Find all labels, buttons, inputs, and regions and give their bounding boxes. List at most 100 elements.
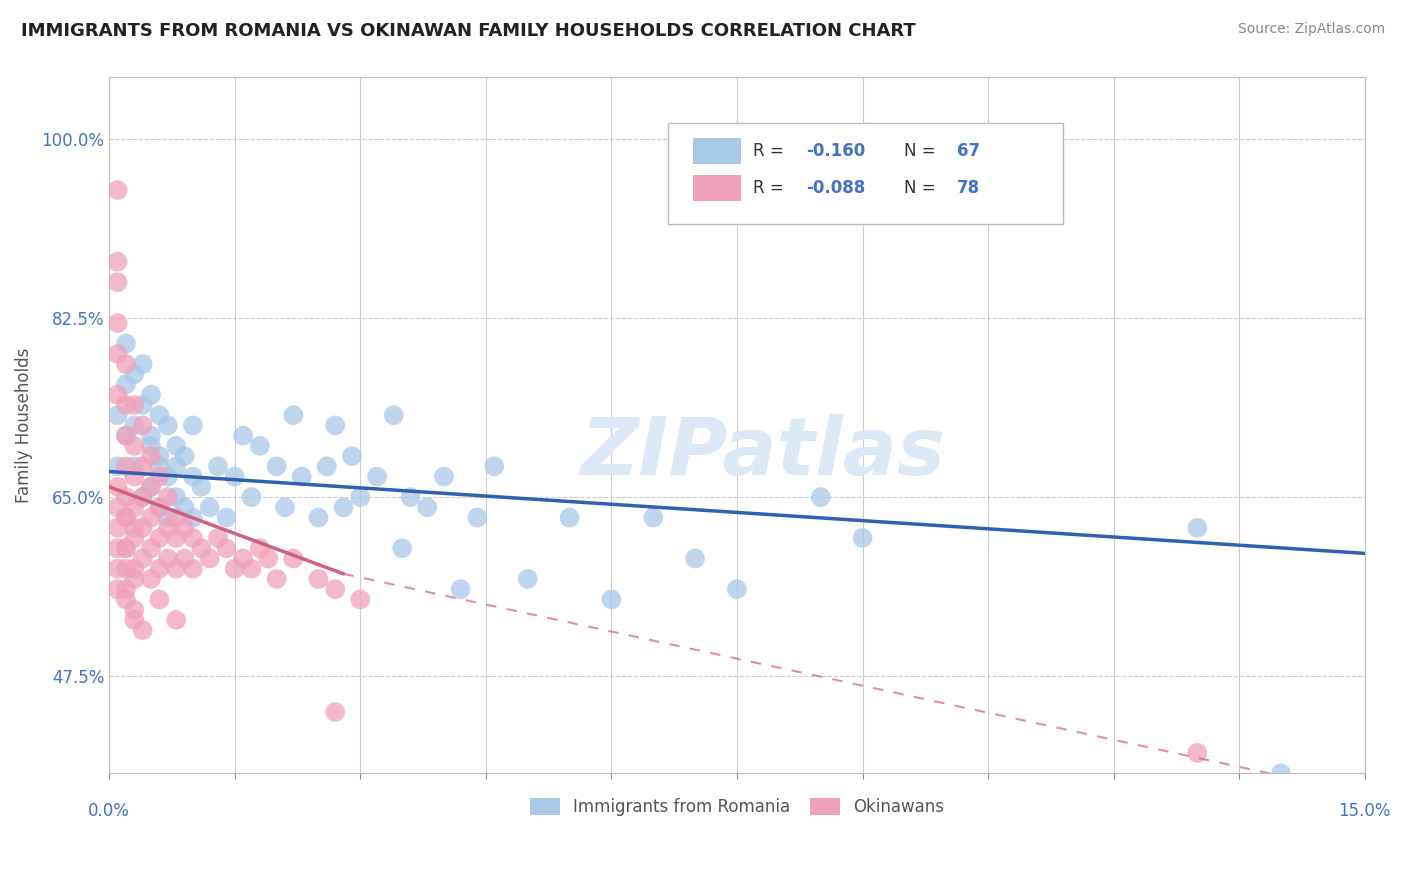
- Point: [148, 408, 170, 422]
- Point: [181, 469, 204, 483]
- Point: [107, 480, 129, 494]
- Y-axis label: Family Households: Family Households: [15, 348, 32, 503]
- Point: [131, 551, 153, 566]
- Point: [291, 469, 314, 483]
- Text: 67: 67: [956, 142, 980, 161]
- Point: [198, 500, 221, 515]
- Point: [115, 357, 138, 371]
- Point: [810, 490, 832, 504]
- Point: [107, 316, 129, 330]
- Point: [349, 592, 371, 607]
- Point: [131, 357, 153, 371]
- Text: 0.0%: 0.0%: [89, 802, 131, 820]
- Point: [115, 459, 138, 474]
- Point: [148, 449, 170, 463]
- Point: [165, 490, 187, 504]
- Point: [124, 418, 146, 433]
- Point: [165, 613, 187, 627]
- Point: [115, 592, 138, 607]
- Point: [131, 398, 153, 412]
- Point: [107, 388, 129, 402]
- Point: [107, 582, 129, 597]
- Point: [323, 705, 346, 719]
- Point: [148, 500, 170, 515]
- Point: [283, 408, 305, 422]
- Point: [148, 562, 170, 576]
- Legend: Immigrants from Romania, Okinawans: Immigrants from Romania, Okinawans: [522, 789, 953, 824]
- Point: [249, 541, 271, 556]
- Point: [156, 521, 179, 535]
- Point: [516, 572, 538, 586]
- Point: [148, 459, 170, 474]
- Point: [131, 623, 153, 637]
- Point: [307, 510, 329, 524]
- Point: [215, 510, 238, 524]
- Point: [257, 551, 280, 566]
- Text: N =: N =: [904, 142, 941, 161]
- Text: N =: N =: [904, 179, 941, 197]
- Point: [139, 428, 162, 442]
- Point: [450, 582, 472, 597]
- Point: [240, 490, 263, 504]
- Point: [131, 521, 153, 535]
- Point: [107, 275, 129, 289]
- Point: [165, 562, 187, 576]
- Point: [323, 582, 346, 597]
- Point: [683, 551, 706, 566]
- Point: [107, 254, 129, 268]
- Point: [366, 469, 388, 483]
- Text: -0.160: -0.160: [806, 142, 865, 161]
- Point: [107, 500, 129, 515]
- Point: [643, 510, 665, 524]
- Point: [107, 459, 129, 474]
- Point: [1187, 746, 1209, 760]
- Point: [165, 510, 187, 524]
- Point: [349, 490, 371, 504]
- Point: [124, 439, 146, 453]
- Point: [139, 439, 162, 453]
- Point: [240, 562, 263, 576]
- Point: [124, 521, 146, 535]
- Point: [600, 592, 623, 607]
- Point: [274, 500, 297, 515]
- Point: [181, 418, 204, 433]
- Text: -0.088: -0.088: [806, 179, 865, 197]
- Point: [115, 490, 138, 504]
- Point: [115, 562, 138, 576]
- Point: [307, 572, 329, 586]
- Text: R =: R =: [754, 142, 789, 161]
- Point: [249, 439, 271, 453]
- Point: [115, 510, 138, 524]
- Point: [173, 500, 195, 515]
- Point: [207, 459, 229, 474]
- Text: IMMIGRANTS FROM ROMANIA VS OKINAWAN FAMILY HOUSEHOLDS CORRELATION CHART: IMMIGRANTS FROM ROMANIA VS OKINAWAN FAMI…: [21, 22, 915, 40]
- Point: [115, 428, 138, 442]
- Text: R =: R =: [754, 179, 789, 197]
- Bar: [693, 175, 741, 202]
- Point: [340, 449, 363, 463]
- Point: [224, 469, 246, 483]
- Text: Source: ZipAtlas.com: Source: ZipAtlas.com: [1237, 22, 1385, 37]
- Point: [165, 439, 187, 453]
- Point: [1187, 521, 1209, 535]
- Point: [266, 572, 288, 586]
- Point: [107, 408, 129, 422]
- Point: [283, 551, 305, 566]
- Point: [332, 500, 354, 515]
- Point: [725, 582, 748, 597]
- Point: [198, 551, 221, 566]
- Point: [181, 562, 204, 576]
- Point: [484, 459, 506, 474]
- Point: [124, 469, 146, 483]
- Point: [115, 398, 138, 412]
- Point: [139, 510, 162, 524]
- Point: [124, 398, 146, 412]
- Point: [224, 562, 246, 576]
- Point: [139, 449, 162, 463]
- Point: [131, 459, 153, 474]
- Point: [148, 469, 170, 483]
- Point: [107, 541, 129, 556]
- Point: [131, 490, 153, 504]
- Point: [107, 521, 129, 535]
- Point: [156, 490, 179, 504]
